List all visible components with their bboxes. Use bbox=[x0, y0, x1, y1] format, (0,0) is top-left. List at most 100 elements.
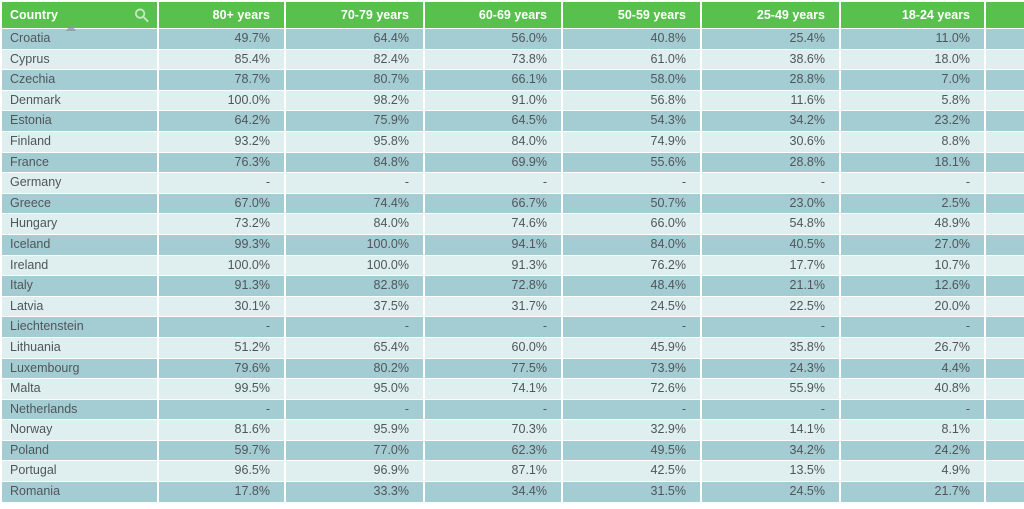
clipped-value-cell bbox=[985, 110, 1024, 132]
value-cell: 84.0% bbox=[424, 131, 563, 153]
value-cell: 95.9% bbox=[285, 419, 425, 441]
value-cell: - bbox=[701, 399, 841, 421]
value-cell: 11.6% bbox=[701, 90, 841, 112]
value-cell: 64.5% bbox=[424, 110, 563, 132]
value-cell: - bbox=[424, 172, 563, 194]
value-cell: 70.3% bbox=[424, 419, 563, 441]
table-header-row: Country 80+ years 70-79 years 60-69 years 50… bbox=[2, 2, 1024, 31]
clipped-value-cell bbox=[985, 378, 1024, 400]
table-row: Iceland 99.3% 100.0% 94.1% 84.0% 40.5% 27.0% bbox=[2, 234, 1024, 256]
country-cell: Portugal bbox=[2, 460, 159, 483]
clipped-value-cell bbox=[985, 234, 1024, 256]
value-cell: - bbox=[158, 399, 286, 421]
value-cell: 66.0% bbox=[562, 213, 702, 235]
column-header-80-years[interactable]: 80+ years bbox=[158, 2, 286, 29]
value-cell: - bbox=[840, 172, 986, 194]
column-header-label: 70-79 years bbox=[340, 8, 409, 22]
country-cell: Estonia bbox=[2, 110, 159, 132]
table-row: Poland 59.7% 77.0% 62.3% 49.5% 34.2% 24.2% bbox=[2, 440, 1024, 462]
country-cell: Iceland bbox=[2, 234, 159, 256]
table-row: Liechtenstein - - - - - - bbox=[2, 316, 1024, 338]
clipped-value-cell bbox=[985, 49, 1024, 71]
clipped-value-cell bbox=[985, 28, 1024, 50]
value-cell: 54.3% bbox=[562, 110, 702, 132]
value-cell: 34.4% bbox=[424, 481, 563, 503]
value-cell: 11.0% bbox=[840, 28, 986, 50]
value-cell: 14.1% bbox=[701, 419, 841, 441]
value-cell: 73.8% bbox=[424, 49, 563, 71]
value-cell: 82.8% bbox=[285, 275, 425, 297]
value-cell: 77.0% bbox=[285, 440, 425, 462]
value-cell: 10.7% bbox=[840, 255, 986, 277]
value-cell: 35.8% bbox=[701, 337, 841, 359]
value-cell: 94.1% bbox=[424, 234, 563, 256]
value-cell: - bbox=[701, 316, 841, 338]
value-cell: 13.5% bbox=[701, 460, 841, 483]
value-cell: 30.1% bbox=[158, 296, 286, 318]
clipped-value-cell bbox=[985, 481, 1024, 503]
country-cell: Malta bbox=[2, 378, 159, 400]
country-cell: Czechia bbox=[2, 69, 159, 91]
country-cell: Netherlands bbox=[2, 399, 159, 421]
table-row: Latvia 30.1% 37.5% 31.7% 24.5% 22.5% 20.0% bbox=[2, 296, 1024, 318]
country-cell: Lithuania bbox=[2, 337, 159, 359]
column-header-country[interactable]: Country bbox=[2, 2, 159, 31]
value-cell: - bbox=[840, 316, 986, 338]
value-cell: 40.5% bbox=[701, 234, 841, 256]
clipped-value-cell bbox=[985, 255, 1024, 277]
table-row: Greece 67.0% 74.4% 66.7% 50.7% 23.0% 2.5% bbox=[2, 193, 1024, 215]
value-cell: 62.3% bbox=[424, 440, 563, 462]
country-cell: Cyprus bbox=[2, 49, 159, 71]
table-row: Estonia 64.2% 75.9% 64.5% 54.3% 34.2% 23.2% bbox=[2, 110, 1024, 132]
value-cell: 4.4% bbox=[840, 358, 986, 380]
value-cell: 51.2% bbox=[158, 337, 286, 359]
table-row: Finland 93.2% 95.8% 84.0% 74.9% 30.6% 8.8% bbox=[2, 131, 1024, 153]
table-body: Croatia 49.7% 64.4% 56.0% 40.8% 25.4% 11.0% Cyp… bbox=[2, 28, 1024, 503]
table-row: France 76.3% 84.8% 69.9% 55.6% 28.8% 18.1% bbox=[2, 152, 1024, 174]
table-row: Cyprus 85.4% 82.4% 73.8% 61.0% 38.6% 18.0% bbox=[2, 49, 1024, 71]
column-header-18-24-years[interactable]: 18-24 years bbox=[840, 2, 986, 29]
value-cell: 31.5% bbox=[562, 481, 702, 503]
value-cell: - bbox=[285, 399, 425, 421]
value-cell: - bbox=[562, 172, 702, 194]
value-cell: 24.5% bbox=[701, 481, 841, 503]
clipped-value-cell bbox=[985, 213, 1024, 235]
column-header-label: 80+ years bbox=[212, 8, 270, 22]
column-header-70-79-years[interactable]: 70-79 years bbox=[285, 2, 425, 29]
sort-ascending-icon bbox=[66, 24, 76, 31]
column-header-label: 50-59 years bbox=[617, 8, 686, 22]
clipped-value-cell bbox=[985, 152, 1024, 174]
value-cell: 28.8% bbox=[701, 69, 841, 91]
table-row: Lithuania 51.2% 65.4% 60.0% 45.9% 35.8% 26.7% bbox=[2, 337, 1024, 359]
clipped-value-cell bbox=[985, 337, 1024, 359]
search-icon[interactable] bbox=[134, 8, 149, 23]
value-cell: 84.0% bbox=[562, 234, 702, 256]
value-cell: 99.3% bbox=[158, 234, 286, 256]
value-cell: 50.7% bbox=[562, 193, 702, 215]
value-cell: 73.2% bbox=[158, 213, 286, 235]
table-row: Norway 81.6% 95.9% 70.3% 32.9% 14.1% 8.1% bbox=[2, 419, 1024, 441]
country-cell: Greece bbox=[2, 193, 159, 215]
value-cell: 100.0% bbox=[158, 255, 286, 277]
value-cell: 23.2% bbox=[840, 110, 986, 132]
column-header-50-59-years[interactable]: 50-59 years bbox=[562, 2, 702, 29]
value-cell: - bbox=[701, 172, 841, 194]
value-cell: 7.0% bbox=[840, 69, 986, 91]
country-cell: Croatia bbox=[2, 28, 159, 50]
value-cell: 77.5% bbox=[424, 358, 563, 380]
value-cell: 76.3% bbox=[158, 152, 286, 174]
value-cell: 18.1% bbox=[840, 152, 986, 174]
column-header-clipped[interactable] bbox=[985, 2, 1024, 29]
value-cell: 34.2% bbox=[701, 440, 841, 462]
value-cell: 23.0% bbox=[701, 193, 841, 215]
value-cell: 26.7% bbox=[840, 337, 986, 359]
value-cell: 100.0% bbox=[285, 255, 425, 277]
value-cell: 20.0% bbox=[840, 296, 986, 318]
value-cell: - bbox=[158, 172, 286, 194]
country-cell: Romania bbox=[2, 481, 159, 503]
column-header-60-69-years[interactable]: 60-69 years bbox=[424, 2, 563, 29]
column-header-25-49-years[interactable]: 25-49 years bbox=[701, 2, 841, 29]
clipped-value-cell bbox=[985, 131, 1024, 153]
value-cell: 30.6% bbox=[701, 131, 841, 153]
